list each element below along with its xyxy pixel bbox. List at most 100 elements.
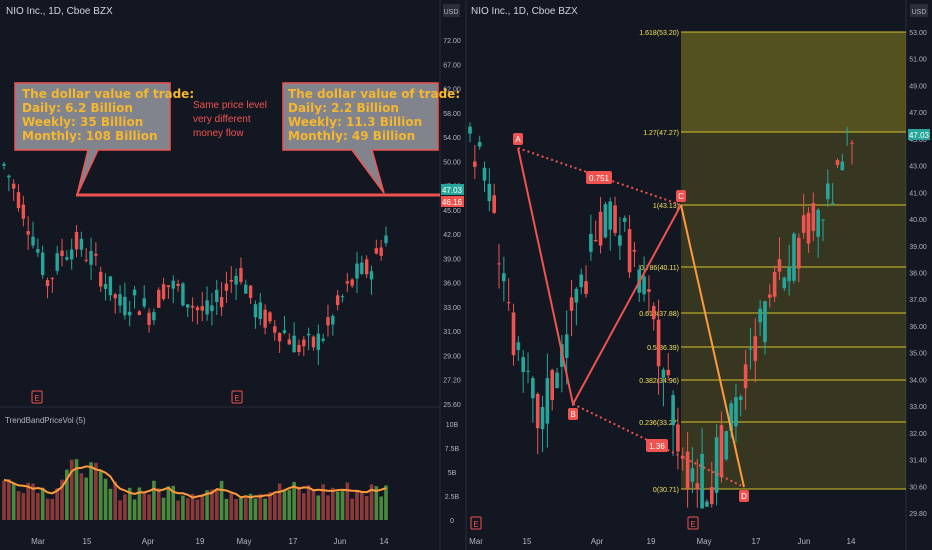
right-candle-body: [550, 369, 555, 400]
right-currency-label: USD: [912, 9, 927, 16]
volume-bar: [277, 483, 282, 520]
candle-body: [335, 295, 340, 306]
volume-bar: [364, 496, 369, 520]
candle-body: [45, 280, 50, 287]
right-candle-body: [642, 276, 646, 295]
volume-bar: [379, 496, 383, 520]
fib-levels: 1.618(53.20) 1.27(47.27) 1(43.13) 0.786(40.…: [639, 30, 906, 494]
volume-bar: [127, 487, 132, 520]
candle-body: [152, 312, 156, 321]
volume-bar: [297, 486, 301, 520]
right-y-tick-label: 43.00: [909, 164, 927, 171]
right-y-tick-label: 45.00: [909, 137, 927, 144]
y-tick-label: 67.00: [443, 62, 461, 69]
harmonic-pattern: 0.751 1.36 A B C D: [513, 133, 749, 502]
candle-body: [306, 333, 311, 336]
right-price-tag: [908, 129, 930, 140]
x-tick-label: Mar: [31, 537, 45, 546]
candle-body: [118, 294, 122, 306]
y-tick-label: 25.60: [443, 402, 461, 409]
y-tick-label: 27.20: [443, 378, 461, 385]
volume-bar: [331, 487, 335, 520]
y-tick-label: 45.00: [443, 208, 461, 215]
x-tick-label: 15: [83, 537, 92, 546]
volume-bar: [229, 493, 234, 520]
candle-body: [108, 276, 113, 296]
candle-body: [331, 315, 335, 325]
volume-bar: [142, 492, 147, 520]
right-x-tick-label: Apr: [591, 537, 604, 546]
earnings-marker-1[interactable]: E: [31, 390, 43, 404]
right-y-tick-label: 29.80: [909, 511, 927, 518]
right-candle-body: [777, 259, 782, 272]
volume-trend-line: [3, 465, 387, 499]
right-earnings-marker-2-label: E: [690, 520, 695, 529]
right-y-tick-label: 39.00: [909, 244, 927, 251]
volume-bar: [282, 491, 287, 520]
candle-body: [2, 163, 6, 166]
candle-body: [132, 289, 137, 296]
current-price-tag: [441, 184, 464, 195]
right-candle-body: [555, 372, 559, 388]
right-candle-body: [651, 305, 656, 320]
candle-body: [166, 285, 171, 288]
level-price-label: 46.16: [442, 198, 463, 207]
volume-bar: [268, 492, 272, 520]
right-candle-body: [661, 369, 666, 378]
right-candle-body: [540, 407, 545, 430]
right-x-tick-label: 14: [847, 537, 856, 546]
volume-bar: [369, 484, 374, 520]
right-candle-body: [603, 204, 608, 238]
point-d-label: D: [741, 492, 747, 501]
volume-bar: [21, 493, 26, 520]
earnings-marker-2[interactable]: E: [231, 390, 243, 404]
volume-bar: [161, 497, 166, 520]
candle-body: [244, 284, 248, 294]
volume-bar: [306, 485, 311, 520]
right-candle-body: [738, 396, 743, 400]
point-a-box: [513, 133, 523, 145]
right-x-tick-label: 19: [647, 537, 656, 546]
left-chart-pane[interactable]: NIO Inc., 1D, Cboe BZX USD 72.00 67.00 62.…: [0, 0, 464, 550]
right-candle-body: [690, 468, 695, 482]
volume-bar: [132, 499, 137, 520]
volume-bar: [123, 494, 127, 520]
candle-body: [36, 249, 40, 253]
volume-bar: [74, 459, 79, 520]
right-candle-body: [589, 233, 593, 252]
volume-bar: [384, 485, 388, 520]
candle-body: [374, 248, 379, 254]
right-chart-pane[interactable]: NIO Inc., 1D, Cboe BZX USD 1.618(53.20)1…: [465, 0, 930, 550]
volume-bar: [50, 498, 55, 520]
candle-body: [186, 304, 190, 308]
fib-extension-zone: [681, 32, 906, 132]
x-tick-label: 19: [196, 537, 205, 546]
candle-body: [219, 297, 224, 308]
volume-bar: [248, 493, 253, 520]
right-candle-body: [685, 451, 690, 489]
right-candle-body: [724, 431, 729, 460]
left-x-axis: Mar 15 Apr 19 May 17 Jun 14: [31, 537, 389, 546]
y-tick-label: 58.00: [443, 111, 461, 118]
candle-body: [369, 271, 374, 280]
candle-body: [16, 192, 21, 209]
volume-bar: [350, 498, 354, 520]
right-candle-body: [531, 378, 535, 399]
y-tick-label: 50.00: [443, 159, 461, 166]
candle-body: [99, 271, 103, 287]
volume-bar: [166, 486, 171, 520]
right-candle-body: [714, 437, 719, 493]
volume-bar: [311, 490, 316, 520]
volume-bar: [113, 481, 118, 520]
fib-label: 1.27(47.27): [643, 130, 679, 137]
fib-label: 0.236(33.27): [639, 420, 679, 427]
right-y-tick-label: 37.00: [909, 297, 927, 304]
candle-body: [224, 283, 229, 291]
right-earnings-marker-1[interactable]: E: [470, 516, 482, 530]
right-candle-body: [705, 501, 709, 507]
right-candle-body: [613, 205, 617, 233]
candle-body: [253, 304, 258, 318]
right-candle-body: [487, 183, 492, 202]
right-earnings-marker-2[interactable]: E: [687, 516, 699, 530]
candle-body: [40, 252, 45, 275]
